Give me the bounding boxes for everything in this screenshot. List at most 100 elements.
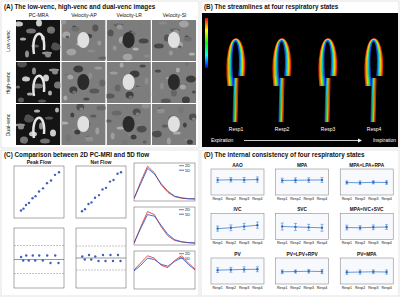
point [308,226,310,228]
tick-label: Resp3 [239,197,249,201]
error-bar [216,226,219,231]
error-cap [229,224,232,225]
chart-title: MPA [297,163,308,168]
plot-frame [76,166,126,218]
streamline [329,78,330,122]
streamline [368,40,380,86]
image-texture [71,27,79,32]
image-texture [178,107,184,114]
image-texture [182,97,190,104]
error-line [373,225,374,230]
tick-label: Resp4 [381,197,391,201]
image-texture [72,91,76,94]
plot-frame [14,228,64,288]
panel-title: (A) The low-venc, high-venc and dual-ven… [4,3,156,11]
error-line [244,267,245,272]
image-texture [107,94,115,99]
image-texture [107,120,112,123]
chart-title: PV=MPA [357,252,377,257]
error-bar [359,181,362,185]
error-cap [359,225,362,226]
point [243,225,245,227]
plot-frame [340,214,393,240]
error-cap [243,266,246,267]
error-bar [216,178,219,183]
error-cap [372,273,375,274]
point [281,225,283,227]
tick-label: Resp4 [252,241,262,245]
series-line [134,212,195,244]
error-bar [294,270,297,273]
error-cap [294,182,297,183]
tick-label: Resp3 [304,197,314,201]
plot-area [134,212,195,244]
image-bg [152,62,196,103]
plot-frame [134,207,195,245]
tick-label: Resp1 [277,286,287,290]
error-cap [320,224,323,225]
image-texture [65,135,71,142]
point [105,187,107,189]
point [281,179,283,181]
chart-title: PV [234,252,241,257]
image-texture [186,76,196,83]
image-bg [152,20,196,61]
error-cap [307,230,310,231]
vessel [168,32,180,48]
error-cap [307,273,310,274]
error-cap [307,182,310,183]
vessel [168,74,180,90]
streamline [234,78,235,122]
point [54,174,56,176]
image-texture [36,20,42,27]
error-cap [281,269,284,270]
tick-label: Resp1 [212,286,222,290]
reference-line [76,258,126,259]
plot-area [14,246,64,274]
image-texture [120,63,124,68]
image-texture [185,63,189,66]
image-texture [32,68,36,75]
point [109,254,111,256]
error-bar [229,267,232,272]
point [359,227,361,229]
point [256,224,258,226]
error-line [257,177,258,182]
error-cap [229,230,232,231]
error-line [217,268,218,273]
error-line [230,267,231,272]
streamline [327,78,328,122]
image-texture [192,91,196,94]
point [101,188,103,190]
error-line [257,222,258,228]
point [46,182,48,184]
streamline [375,78,376,122]
error-bar [385,270,388,274]
tick-label: Resp3 [368,197,378,201]
column-header: Velocity-AP [71,12,97,18]
image-texture [79,108,83,111]
state-label: Resp3 [321,126,336,132]
error-bar [243,267,246,272]
panel-frame [1,150,199,296]
image-texture [74,130,80,135]
tick-label: Resp2 [355,197,365,201]
plot-frame [340,169,393,195]
vessel [168,116,180,132]
tick-label: Resp1 [342,286,352,290]
point [57,262,59,264]
error-cap [243,177,246,178]
panel-title: (C) Comparison between 2D PC-MRI and 5D … [4,151,149,159]
point [308,270,310,272]
tick-label: Resp3 [368,286,378,290]
error-cap [320,269,323,270]
chart-title: Peak Flow [27,159,52,165]
state-label: Resp1 [229,126,244,132]
point [49,262,51,264]
error-bar [385,181,388,185]
error-line [244,177,245,182]
legend-swatch [179,214,184,215]
tick-label: Resp1 [212,197,222,201]
error-bar [307,269,310,273]
image-texture [18,98,24,103]
